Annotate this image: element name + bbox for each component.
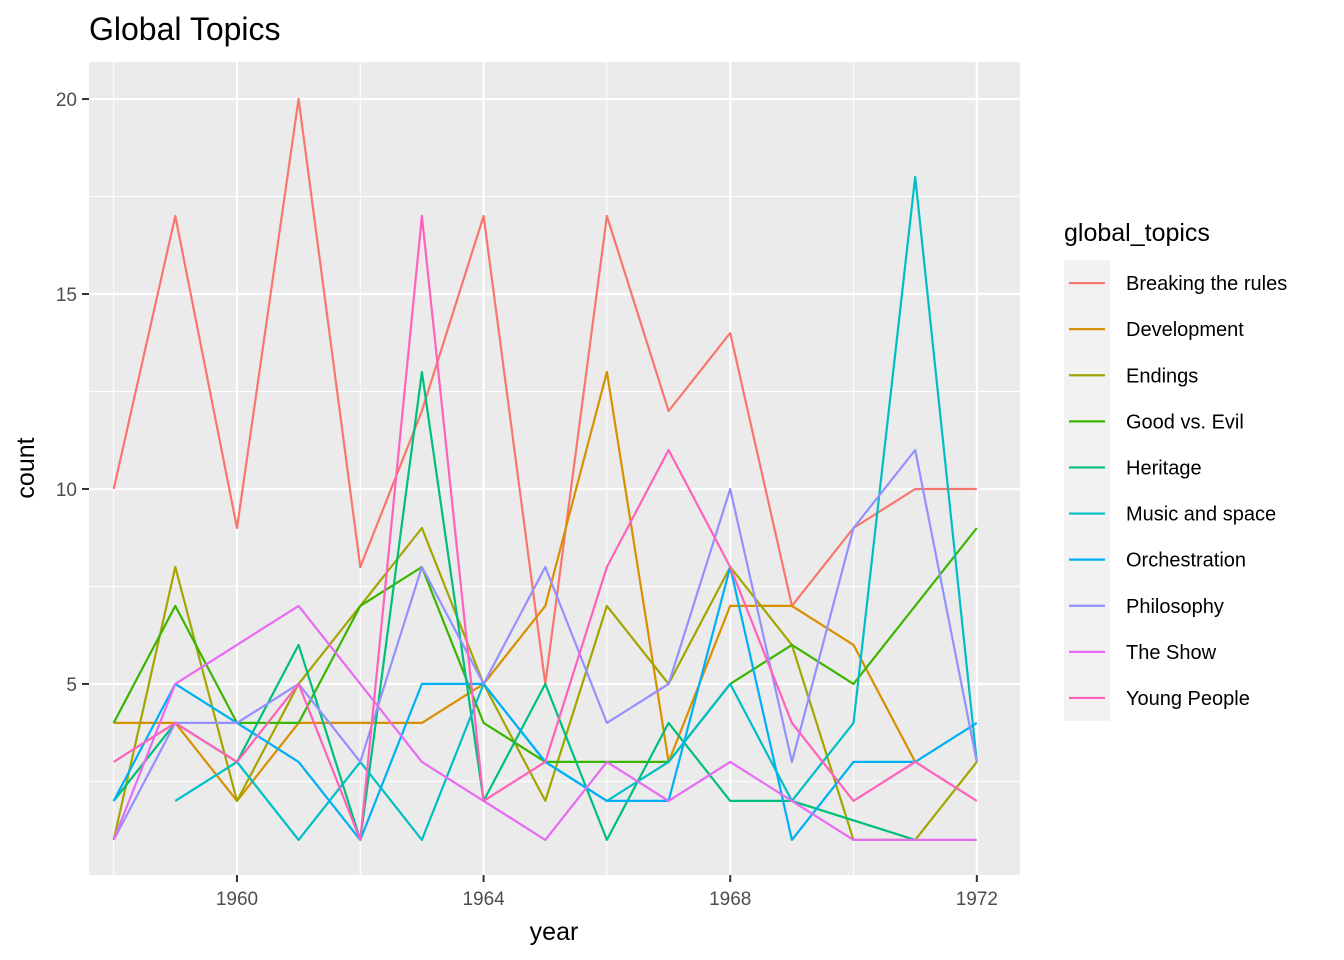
chart-title: Global Topics: [89, 11, 281, 47]
legend-key-background: [1064, 260, 1110, 721]
minor-gridlines: [89, 62, 1020, 875]
x-tick-label: 1968: [709, 889, 751, 910]
y-tick-label: 5: [66, 675, 77, 696]
series-line-development: [113, 370, 917, 803]
legend-label-breaking-the-rules: Breaking the rules: [1126, 273, 1287, 295]
y-tick-label: 20: [56, 90, 77, 111]
plot-panel: [89, 62, 1020, 875]
x-axis-ticks: 1960 1964 1968 1972: [216, 875, 998, 910]
legend-label-endings: Endings: [1126, 365, 1198, 387]
series-line-philosophy: [112, 448, 978, 841]
y-axis-ticks: 5 10 15 20: [56, 90, 89, 696]
x-tick-label: 1964: [462, 889, 505, 910]
legend-label-young-people: Young People: [1126, 688, 1250, 710]
legend-label-music-and-space: Music and space: [1126, 504, 1276, 526]
legend-label-philosophy: Philosophy: [1126, 596, 1224, 618]
legend: Breaking the rules Development Endings Good…: [1064, 260, 1287, 721]
series-line-the-show: [112, 604, 977, 842]
legend-label-orchestration: Orchestration: [1126, 550, 1246, 572]
x-tick-label: 1972: [956, 889, 998, 910]
legend-title: global_topics: [1064, 219, 1210, 247]
series-lines: [112, 97, 978, 842]
x-tick-label: 1960: [216, 889, 258, 910]
y-tick-label: 10: [56, 480, 77, 501]
y-axis-title: count: [12, 437, 40, 498]
legend-label-heritage: Heritage: [1126, 457, 1202, 479]
legend-label-good-vs-evil: Good vs. Evil: [1126, 411, 1244, 433]
x-axis-title: year: [530, 918, 579, 946]
legend-label-development: Development: [1126, 319, 1244, 341]
major-gridlines: [89, 62, 1020, 875]
y-tick-label: 15: [56, 285, 77, 306]
series-line-young-people: [113, 214, 978, 842]
legend-label-the-show: The Show: [1126, 642, 1217, 664]
